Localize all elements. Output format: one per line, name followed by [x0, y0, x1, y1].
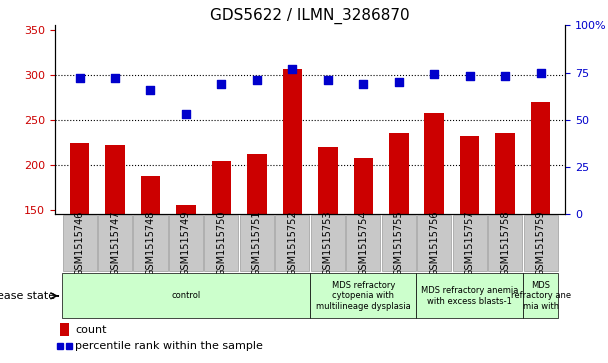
FancyBboxPatch shape	[62, 273, 310, 318]
FancyBboxPatch shape	[98, 215, 132, 271]
FancyBboxPatch shape	[382, 215, 416, 271]
Text: GSM1515755: GSM1515755	[394, 211, 404, 276]
FancyBboxPatch shape	[240, 215, 274, 271]
Bar	[140, 176, 161, 214]
Text: GSM1515748: GSM1515748	[145, 211, 156, 276]
Text: GSM1515752: GSM1515752	[288, 211, 297, 276]
FancyBboxPatch shape	[452, 215, 487, 271]
Text: MDS
refractory ane
mia with: MDS refractory ane mia with	[511, 281, 571, 311]
Bar	[389, 133, 409, 214]
FancyBboxPatch shape	[523, 273, 558, 318]
FancyBboxPatch shape	[310, 273, 416, 318]
FancyBboxPatch shape	[275, 215, 309, 271]
FancyBboxPatch shape	[488, 215, 522, 271]
FancyBboxPatch shape	[134, 215, 168, 271]
Point	[288, 66, 297, 72]
Point	[252, 77, 261, 83]
Bar	[60, 323, 69, 336]
FancyBboxPatch shape	[311, 215, 345, 271]
Point	[500, 73, 510, 79]
Point	[358, 81, 368, 87]
Bar	[496, 133, 515, 214]
FancyBboxPatch shape	[417, 215, 451, 271]
Text: GSM1515746: GSM1515746	[75, 211, 85, 276]
Point	[181, 111, 191, 117]
Bar	[247, 154, 267, 214]
FancyBboxPatch shape	[347, 215, 381, 271]
FancyBboxPatch shape	[169, 215, 203, 271]
Bar	[70, 143, 89, 214]
Bar	[424, 114, 444, 214]
Title: GDS5622 / ILMN_3286870: GDS5622 / ILMN_3286870	[210, 8, 410, 24]
Point	[465, 73, 474, 79]
Point	[536, 70, 545, 76]
Bar	[318, 147, 337, 214]
Point	[216, 81, 226, 87]
Bar	[176, 205, 196, 214]
Text: count: count	[75, 325, 106, 335]
Text: GSM1515753: GSM1515753	[323, 211, 333, 276]
Text: GSM1515749: GSM1515749	[181, 211, 191, 276]
Text: GSM1515758: GSM1515758	[500, 211, 510, 276]
Bar	[283, 69, 302, 214]
Text: GSM1515754: GSM1515754	[358, 211, 368, 276]
Bar	[105, 145, 125, 214]
Bar	[531, 102, 550, 214]
Point	[394, 79, 404, 85]
Point	[429, 72, 439, 77]
Text: GSM1515756: GSM1515756	[429, 211, 439, 276]
FancyBboxPatch shape	[523, 215, 558, 271]
Bar	[460, 136, 480, 214]
Text: GSM1515757: GSM1515757	[465, 211, 475, 276]
Text: MDS refractory
cytopenia with
multilineage dysplasia: MDS refractory cytopenia with multilinea…	[316, 281, 410, 311]
Text: GSM1515747: GSM1515747	[110, 211, 120, 276]
Text: GSM1515759: GSM1515759	[536, 211, 545, 276]
Point	[323, 77, 333, 83]
Text: MDS refractory anemia
with excess blasts-1: MDS refractory anemia with excess blasts…	[421, 286, 519, 306]
Text: percentile rank within the sample: percentile rank within the sample	[75, 340, 263, 351]
FancyBboxPatch shape	[63, 215, 97, 271]
Text: GSM1515750: GSM1515750	[216, 211, 226, 276]
FancyBboxPatch shape	[416, 273, 523, 318]
Bar	[353, 158, 373, 214]
Text: disease state: disease state	[0, 291, 55, 301]
Text: GSM1515751: GSM1515751	[252, 211, 262, 276]
Point	[110, 76, 120, 81]
Point	[75, 76, 85, 81]
Bar	[212, 161, 231, 214]
FancyBboxPatch shape	[204, 215, 238, 271]
Text: control: control	[171, 291, 201, 300]
Point	[145, 87, 155, 93]
